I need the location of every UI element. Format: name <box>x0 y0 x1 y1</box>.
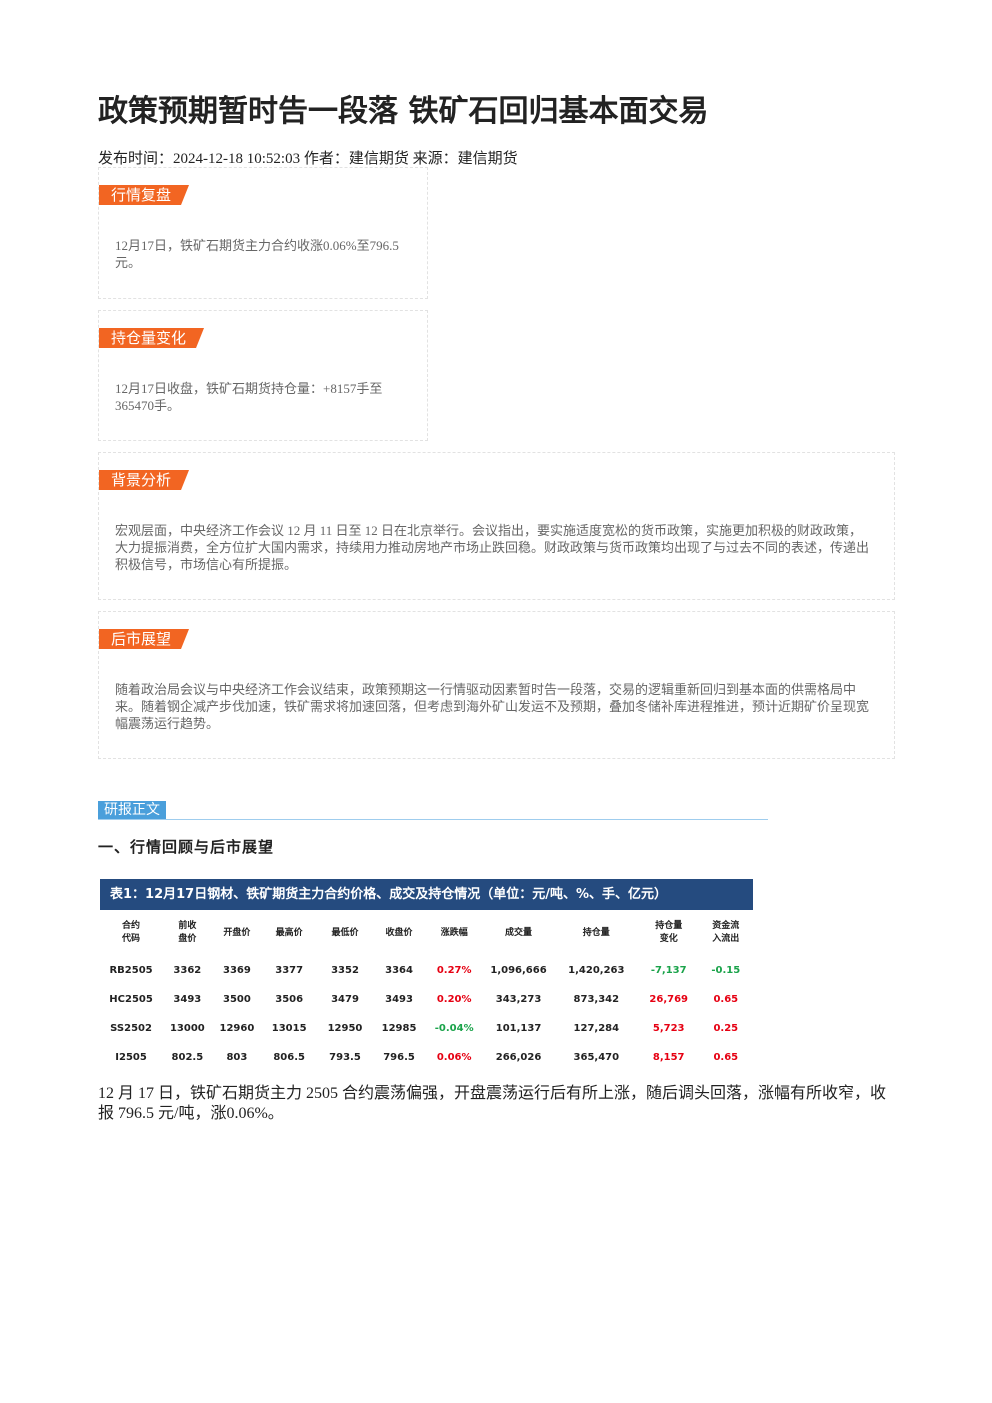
data-table: 合约 代码 前收 盘价 开盘价 最高价 最低价 收盘价 涨跌幅 成交量 持仓量 持仓量 变化 资金流… <box>100 910 753 1072</box>
column-header: 合约 代码 <box>122 921 141 944</box>
table-cell: 3369 <box>222 965 251 976</box>
table-row: I2505 802.5 803 806.5 793.5 796.5 0.06% 266,026… <box>100 1043 753 1072</box>
table-cell: 12950 <box>327 1023 363 1034</box>
table-cell: 3493 <box>173 994 202 1005</box>
table-cell: 266,026 <box>495 1052 542 1063</box>
column-header: 开盘价 <box>223 927 251 938</box>
table-cell: 3352 <box>331 965 359 976</box>
table-row: SS2502 13000 12960 13015 12950 12985 -0.04% 101… <box>100 1014 753 1043</box>
table-cell: 3506 <box>275 994 304 1005</box>
table-cell: 13000 <box>169 1023 205 1034</box>
table-cell: 0.20% <box>436 994 472 1005</box>
section-tag: 后市展望 <box>99 629 189 649</box>
table-cell: 0.25 <box>713 1023 739 1034</box>
table: 表1：12月17日钢材、铁矿期货主力合约价格、成交及持仓情况（单位：元/吨、%、… <box>100 879 753 1063</box>
table-cell: 3493 <box>385 994 413 1005</box>
heading: 一、行情回顾与后市展望 <box>98 838 275 856</box>
table-cell: 26,769 <box>649 994 688 1005</box>
table-cell: 343,273 <box>495 994 542 1005</box>
table-cell: 127,284 <box>573 1023 620 1034</box>
table-cell: 13015 <box>271 1023 307 1034</box>
table-row: RB2505 3362 3369 3377 3352 3364 0.27% 1,096,666… <box>100 956 753 985</box>
table-cell: 0.65 <box>713 1052 739 1063</box>
table-cell: 12985 <box>381 1023 417 1034</box>
table-cell: 0.65 <box>713 994 739 1005</box>
table-cell: -0.04% <box>434 1023 474 1034</box>
section-text: 12月17日收盘，铁矿石期货持仓量：+8157手至365470手。 <box>115 381 383 413</box>
table-cell: -7,137 <box>650 965 687 976</box>
table-cell: 3377 <box>275 965 304 976</box>
table-cell: 793.5 <box>329 1052 361 1063</box>
table-cell: 3362 <box>173 965 202 976</box>
section-box: 背景分析宏观层面，中央经济工作会议 12 月 11 日至 12 日在北京举行。会… <box>98 452 895 600</box>
column-header: 资金流 入流出 <box>712 921 740 944</box>
table-caption: 表1：12月17日钢材、铁矿期货主力合约价格、成交及持仓情况（单位：元/吨、%、… <box>100 879 753 910</box>
table-cell: 3500 <box>222 994 251 1005</box>
title: 政策预期暂时告一段落 铁矿石回归基本面交易 <box>98 94 709 129</box>
table-cell: 101,137 <box>495 1023 542 1034</box>
table-cell: HC2505 <box>109 994 153 1005</box>
column-header: 最高价 <box>275 927 303 938</box>
table-cell: 803 <box>226 1052 248 1063</box>
table-cell: I2505 <box>115 1052 147 1063</box>
column-header: 涨跌幅 <box>440 927 468 938</box>
table-cell: 1,096,666 <box>490 965 547 976</box>
section-text: 12月17日，铁矿石期货主力合约收涨0.06%至796.5元。 <box>115 238 399 270</box>
divider <box>98 819 768 820</box>
section-text: 随着政治局会议与中央经济工作会议结束，政策预期这一行情驱动因素暂时告一段落，交易… <box>115 682 870 731</box>
table-cell: 8,157 <box>652 1052 685 1063</box>
table-cell: 0.06% <box>436 1052 472 1063</box>
section-tag: 背景分析 <box>99 470 189 490</box>
table-cell: 365,470 <box>573 1052 620 1063</box>
table-cell: RB2505 <box>109 965 153 976</box>
table-cell: 1,420,263 <box>568 965 625 976</box>
table-cell: 3479 <box>331 994 359 1005</box>
table-cell: 5,723 <box>652 1023 685 1034</box>
table-cell: 806.5 <box>273 1052 305 1063</box>
table-cell: 0.27% <box>436 965 472 976</box>
section-box: 行情复盘 12月17日，铁矿石期货主力合约收涨0.06%至796.5元。 <box>98 167 428 299</box>
section-text: 宏观层面，中央经济工作会议 12 月 11 日至 12 日在北京举行。会议指出，… <box>115 523 870 572</box>
column-header: 成交量 <box>505 927 533 938</box>
section-tag: 持仓量变化 <box>99 328 204 348</box>
section-box: 后市展望随着政治局会议与中央经济工作会议结束，政策预期这一行情驱动因素暂时告一段… <box>98 611 895 759</box>
table-row: HC2505 3493 3500 3506 3479 3493 0.20% 343,273 87… <box>100 985 753 1014</box>
section-box: 持仓量变化 12月17日收盘，铁矿石期货持仓量：+8157手至365470手。 <box>98 310 428 441</box>
table-cell: 12960 <box>219 1023 255 1034</box>
section-tag: 行情复盘 <box>99 185 189 205</box>
table-cell: 873,342 <box>573 994 620 1005</box>
table-cell: -0.15 <box>711 965 741 976</box>
column-header: 收盘价 <box>385 927 413 938</box>
column-header: 最低价 <box>331 927 359 938</box>
table-cell: 796.5 <box>383 1052 415 1063</box>
column-header: 持仓量 <box>582 927 610 938</box>
column-header: 前收 盘价 <box>178 921 197 944</box>
column-header: 持仓量 变化 <box>655 921 683 944</box>
paragraph: 12 月 17 日，铁矿石期货主力 2505 合约震荡偏强，开盘震荡运行后有所上… <box>98 1085 887 1122</box>
table-cell: 3364 <box>385 965 413 976</box>
body-tag: 研报正文 <box>98 801 166 820</box>
table-cell: 802.5 <box>171 1052 204 1063</box>
meta: 发布时间：2024-12-18 10:52:03 作者：建信期货 来源：建信期货 <box>98 151 518 167</box>
table-cell: SS2502 <box>110 1023 152 1034</box>
